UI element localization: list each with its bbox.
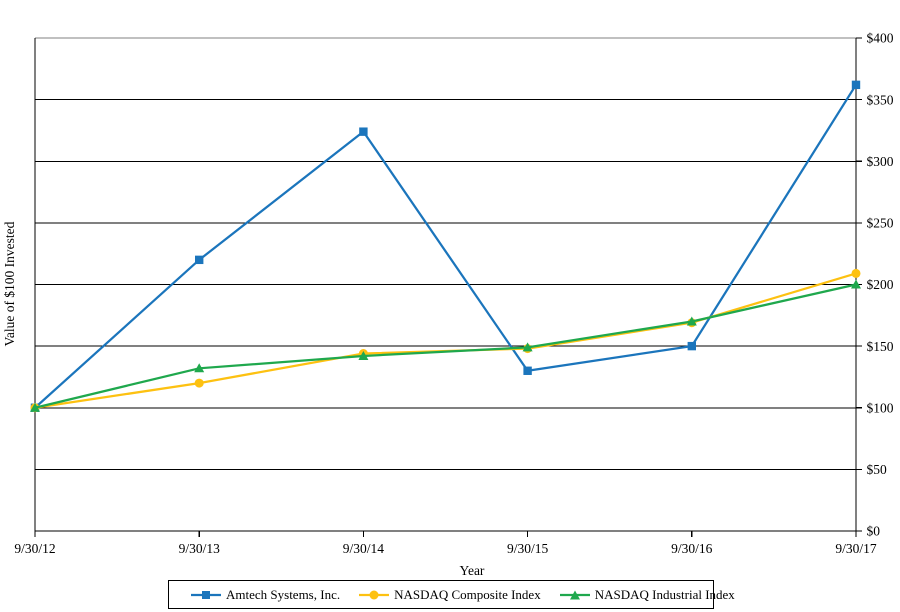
- y-tick-label: $200: [867, 277, 894, 292]
- legend-item: Amtech Systems, Inc.: [191, 587, 340, 603]
- data-point-marker: [851, 268, 861, 278]
- y-tick-label: $300: [867, 154, 894, 169]
- x-tick-label: 9/30/15: [507, 541, 549, 556]
- data-point-marker: [30, 402, 40, 412]
- data-point-marker: [194, 363, 205, 373]
- legend-marker: [369, 590, 379, 599]
- data-point-marker: [359, 127, 368, 136]
- square-marker-icon: [191, 590, 221, 599]
- legend-label: NASDAQ Composite Index: [394, 586, 541, 602]
- y-tick-label: $0: [867, 524, 881, 539]
- legend-label: Amtech Systems, Inc.: [226, 586, 341, 602]
- data-point-marker: [851, 80, 861, 90]
- x-tick-label: 9/30/13: [179, 541, 221, 556]
- y-axis-title: Value of $100 Invested: [2, 221, 17, 347]
- series-line: [34, 272, 857, 409]
- data-point-marker: [195, 255, 204, 265]
- x-tick-label: 9/30/14: [343, 541, 385, 556]
- legend-item: NASDAQ Composite Index: [359, 587, 541, 603]
- legend-marker: [569, 590, 580, 599]
- series-line: [34, 283, 857, 409]
- x-tick-label: 9/30/16: [671, 541, 713, 556]
- data-point-marker: [358, 350, 369, 360]
- data-point-marker: [686, 316, 697, 326]
- legend: Amtech Systems, Inc. NASDAQ Composite Ind…: [168, 580, 735, 609]
- data-point-marker: [851, 279, 861, 289]
- data-point-marker: [194, 378, 204, 388]
- data-point-marker: [522, 342, 533, 352]
- y-tick-label: $250: [867, 216, 894, 231]
- x-tick-label: 9/30/12: [14, 541, 55, 556]
- triangle-marker-icon: [559, 590, 590, 599]
- x-axis-title: Year: [459, 563, 485, 578]
- y-tick-label: $400: [867, 31, 894, 46]
- y-tick-label: $50: [867, 462, 888, 477]
- y-tick-label: $350: [867, 92, 894, 107]
- y-tick-label: $150: [867, 339, 894, 354]
- data-point-marker: [687, 341, 696, 351]
- series-line: [34, 84, 857, 409]
- data-point-marker: [523, 366, 532, 375]
- x-tick-label: 9/30/17: [835, 541, 877, 556]
- y-tick-label: $100: [867, 400, 894, 415]
- circle-marker-icon: [359, 590, 390, 599]
- legend-marker: [202, 590, 210, 599]
- legend-item: NASDAQ Industrial Index: [559, 586, 735, 603]
- legend-label: NASDAQ Industrial Index: [594, 586, 735, 602]
